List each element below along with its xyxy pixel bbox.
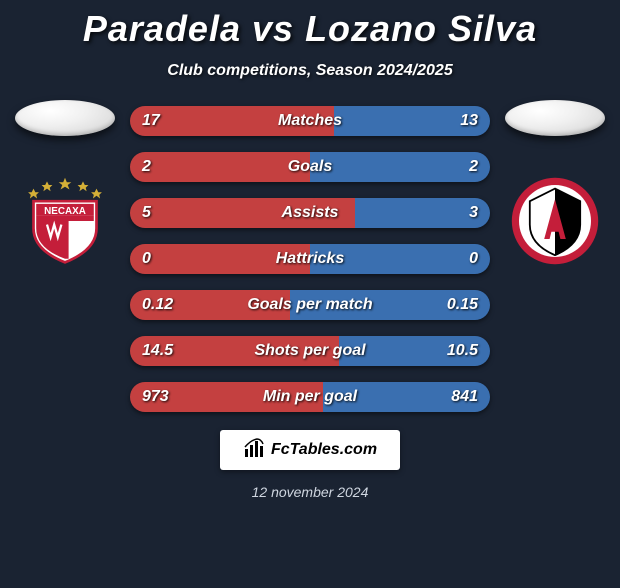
stat-row: 53Assists	[130, 198, 490, 228]
svg-text:NECAXA: NECAXA	[44, 206, 86, 217]
player-left-avatar	[15, 100, 115, 136]
player-right-name: Lozano Silva	[305, 8, 537, 49]
stats-list: 1713Matches 22Goals 53Assists 00Hattricks 0.…	[130, 100, 490, 412]
stat-row: 22Goals	[130, 152, 490, 182]
stat-row: 14.510.5Shots per goal	[130, 336, 490, 366]
player-left-name: Paradela	[83, 8, 241, 49]
stat-label: Assists	[130, 198, 490, 228]
stat-row: 1713Matches	[130, 106, 490, 136]
stat-row: 00Hattricks	[130, 244, 490, 274]
player-right-avatar	[505, 100, 605, 136]
subtitle: Club competitions, Season 2024/2025	[0, 62, 620, 80]
stat-label: Min per goal	[130, 382, 490, 412]
page-title: Paradela vs Lozano Silva	[0, 8, 620, 50]
club-right-badge	[510, 176, 600, 266]
brand-badge[interactable]: FcTables.com	[220, 430, 400, 470]
footer-date: 12 november 2024	[0, 484, 620, 500]
right-player-col	[500, 100, 610, 412]
stat-label: Matches	[130, 106, 490, 136]
vs-text: vs	[252, 8, 294, 49]
brand-text: FcTables.com	[271, 441, 377, 459]
stat-row: 0.120.15Goals per match	[130, 290, 490, 320]
stat-row: 973841Min per goal	[130, 382, 490, 412]
stat-label: Goals per match	[130, 290, 490, 320]
brand-chart-icon	[243, 437, 265, 464]
club-left-badge: NECAXA	[20, 176, 110, 266]
stat-label: Shots per goal	[130, 336, 490, 366]
stat-label: Goals	[130, 152, 490, 182]
comparison-content: NECAXA 1713Matches 22Goals 53Assists 00Hatt…	[0, 100, 620, 412]
left-player-col: NECAXA	[10, 100, 120, 412]
stat-label: Hattricks	[130, 244, 490, 274]
